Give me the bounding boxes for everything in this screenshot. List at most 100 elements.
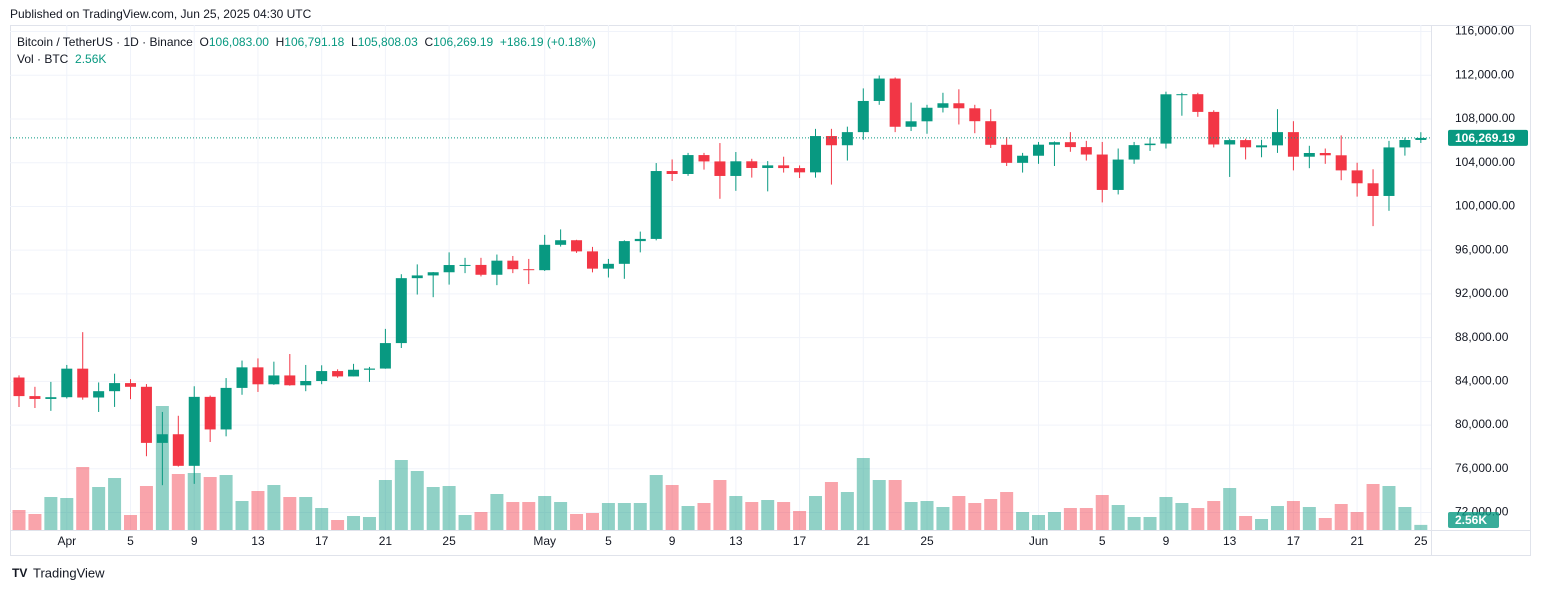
candle-body <box>348 369 360 377</box>
volume-bar <box>235 501 249 530</box>
volume-bar <box>777 502 791 530</box>
volume-bar <box>299 497 313 530</box>
candle-body <box>1112 159 1124 190</box>
volume-legend: Vol · BTC 2.56K <box>17 52 106 66</box>
candle-body <box>682 155 694 174</box>
candle-body <box>555 240 567 245</box>
candle-body <box>363 368 375 370</box>
candle-body <box>1017 155 1029 163</box>
volume-bar <box>28 514 42 530</box>
candle-body <box>1048 142 1060 145</box>
volume-bar <box>809 496 822 530</box>
x-tick-label: Apr <box>57 534 76 548</box>
volume-bar <box>76 467 90 530</box>
candle-body <box>252 367 264 385</box>
candle-body <box>459 264 471 266</box>
candle-body <box>698 155 710 162</box>
volume-bar <box>1175 503 1189 530</box>
volume-bar <box>1047 512 1061 530</box>
volume-bar <box>554 502 568 530</box>
volume-bar <box>1223 488 1237 530</box>
x-tick-label: 9 <box>1163 534 1170 548</box>
volume-bar <box>1095 495 1109 530</box>
volume-bar <box>1255 519 1269 530</box>
candle-body <box>921 107 933 122</box>
candle-body <box>13 377 25 397</box>
grid <box>10 25 1431 530</box>
y-tick-label: 100,000.00 <box>1455 199 1515 213</box>
candle-body <box>985 121 997 145</box>
candle-body <box>140 386 152 443</box>
candle-body <box>395 278 407 344</box>
candle-body <box>220 387 232 430</box>
candle-body <box>778 165 790 169</box>
volume-bar <box>92 487 106 530</box>
candle-body <box>714 161 726 176</box>
volume-bar <box>585 513 599 530</box>
candle-body <box>1080 147 1092 155</box>
candle-body <box>188 396 200 466</box>
x-tick-label: 21 <box>857 534 871 548</box>
volume-bar <box>745 502 759 530</box>
x-tick-label: 13 <box>729 534 743 548</box>
candle-body <box>618 241 630 264</box>
candle-body <box>1001 144 1013 163</box>
volume-bar <box>1350 512 1364 530</box>
volume-bar <box>538 496 552 530</box>
candle-body <box>730 161 742 176</box>
candle-body <box>204 396 216 430</box>
volume-bar <box>1032 515 1046 530</box>
volume-bar <box>952 496 966 530</box>
candle-body <box>1271 132 1283 146</box>
x-tick-label: 5 <box>127 534 134 548</box>
volume-bar <box>697 503 711 530</box>
candle-body <box>507 260 519 270</box>
x-tick-label: 9 <box>669 534 676 548</box>
candle-body <box>1033 144 1045 156</box>
x-tick-label: 17 <box>1287 534 1301 548</box>
volume-badge <box>1448 512 1499 528</box>
volume-badge-label: 2.56K <box>1455 513 1487 527</box>
volume-bar <box>283 497 297 530</box>
volume-bar <box>681 506 695 530</box>
candle-body <box>109 383 121 392</box>
ohlc-key: L <box>351 35 358 49</box>
volume-bar <box>124 515 138 530</box>
candle-body <box>332 371 344 377</box>
volume-bar <box>1318 518 1332 530</box>
volume-bar <box>872 480 886 530</box>
x-tick-label: 17 <box>793 534 807 548</box>
y-tick-label: 116,000.00 <box>1455 24 1514 38</box>
y-tick-label: 112,000.00 <box>1455 67 1514 81</box>
candle-body <box>1208 111 1220 145</box>
change: +186.19 (+0.18%) <box>499 35 596 49</box>
volume-bar <box>1302 507 1316 530</box>
x-tick-label: 5 <box>1099 534 1106 548</box>
candle-body <box>1383 147 1395 196</box>
x-tick-label: 25 <box>920 534 934 548</box>
candle-body <box>1096 154 1108 190</box>
x-tick-label: 17 <box>315 534 329 548</box>
volume-bar <box>1111 505 1125 530</box>
volume-bar <box>442 486 456 530</box>
volume-bar <box>331 520 345 530</box>
last-price-badge <box>1448 129 1528 146</box>
volume-bar <box>984 499 998 530</box>
candle-body <box>172 434 184 466</box>
candle-body <box>539 244 551 271</box>
candle-body <box>125 383 137 387</box>
candle-body <box>316 371 328 382</box>
x-tick-label: 13 <box>251 534 265 548</box>
volume-bar <box>1270 506 1284 530</box>
volume-bar <box>665 485 679 530</box>
candle-body <box>1176 94 1188 96</box>
candle-body <box>1319 152 1331 156</box>
volume-bar <box>1334 504 1348 530</box>
x-tick-label: 21 <box>379 534 393 548</box>
volume-bar <box>761 500 775 530</box>
candle-body <box>443 265 455 273</box>
last-price-label: 106,269.19 <box>1455 131 1515 145</box>
volume-bar <box>570 514 584 530</box>
candle-body <box>969 108 981 122</box>
